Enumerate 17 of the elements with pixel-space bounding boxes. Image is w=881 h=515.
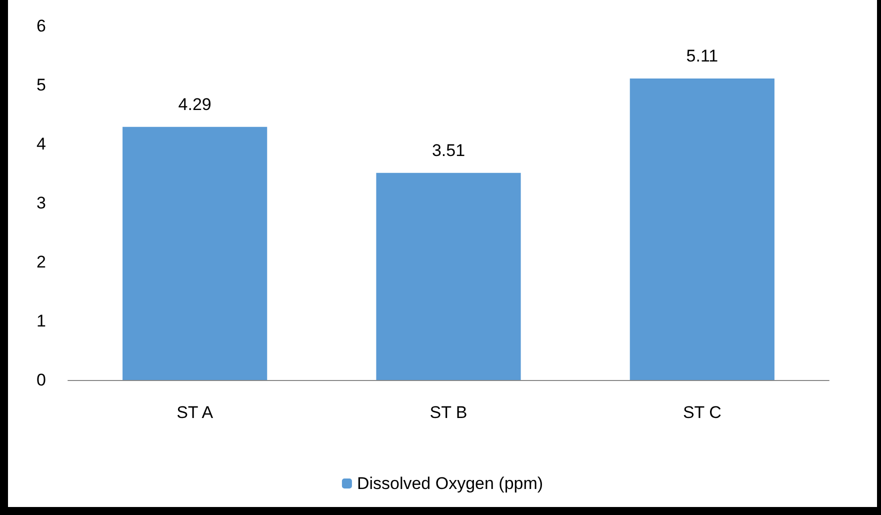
legend-label: Dissolved Oxygen (ppm) [356,474,544,493]
data-label: 3.51 [432,140,466,160]
bar [630,78,774,380]
data-label: 5.11 [686,46,718,66]
y-tick-label: 1 [36,312,46,330]
y-tick-label: 4 [36,134,46,154]
bar [376,172,521,380]
data-label: 4.29 [178,94,212,114]
bar [122,126,268,380]
y-tick-label: 3 [36,194,46,212]
x-tick-label: ST C [682,403,722,422]
y-tick-label: 2 [36,252,46,272]
y-tick-label: 5 [36,76,46,94]
y-tick-label: 0 [36,370,46,390]
x-tick-label: ST B [430,403,468,422]
y-tick-label: 6 [36,16,46,36]
x-tick-label: ST A [176,403,214,422]
